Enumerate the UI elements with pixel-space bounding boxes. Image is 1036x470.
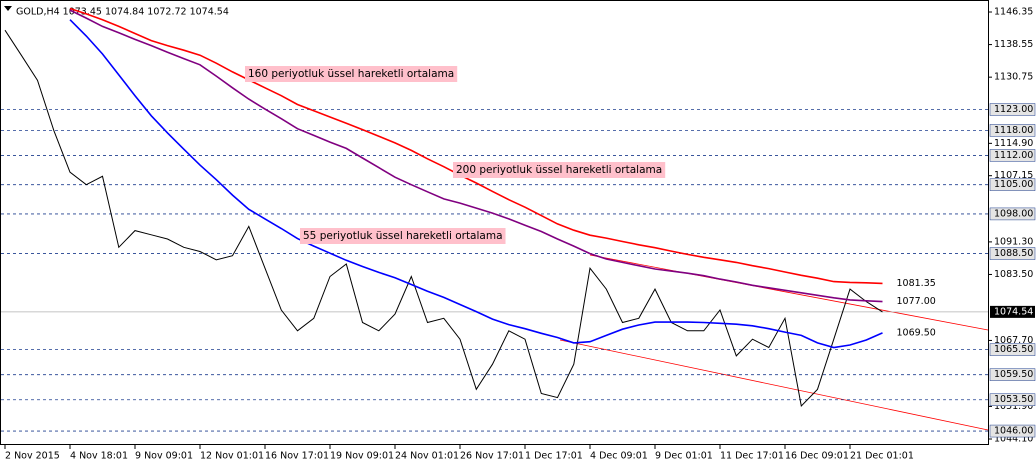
y-tick-label: 1138.55 <box>994 39 1033 50</box>
level-label: 1098.00 <box>994 208 1033 219</box>
moving-average <box>69 7 883 285</box>
level-label: 1088.50 <box>994 248 1033 259</box>
level-label-box <box>989 124 1036 137</box>
price-line <box>4 29 883 408</box>
annotation-box <box>453 162 666 178</box>
moving-average <box>69 9 883 303</box>
x-tick-label: 4 Nov 18:01 <box>70 451 128 462</box>
level-label-box <box>989 247 1036 260</box>
ma-end-label: 1081.35 <box>897 278 936 289</box>
level-label-box <box>989 343 1036 356</box>
y-tick-label: 1091.30 <box>994 236 1033 247</box>
x-tick-label: 4 Dec 09:01 <box>590 451 648 462</box>
x-tick-label: 21 Dec 01:01 <box>850 451 914 462</box>
level-label-box <box>989 178 1036 191</box>
annotation: 200 periyotluk üssel hareketli ortalama <box>456 164 662 176</box>
x-tick-label: 12 Nov 01:01 <box>200 451 264 462</box>
y-tick-label: 1130.75 <box>994 72 1033 83</box>
level-label: 1059.50 <box>994 369 1033 380</box>
x-tick-label: 16 Dec 09:01 <box>785 451 849 462</box>
x-tick-label: 19 Nov 09:01 <box>330 451 394 462</box>
y-tick-label: 1083.50 <box>994 269 1033 280</box>
level-label: 1053.50 <box>994 394 1033 405</box>
x-tick-label: 2 Nov 2015 <box>5 451 60 462</box>
level-label-box <box>989 207 1036 221</box>
annotation: 160 periyotluk üssel hareketli ortalama <box>248 68 454 80</box>
y-tick-label: 1044.10 <box>994 433 1033 444</box>
level-label: 1046.00 <box>994 426 1033 437</box>
level-label-box <box>989 103 1036 116</box>
y-tick-label: 1067.70 <box>994 335 1033 346</box>
x-tick-label: 24 Nov 01:01 <box>395 451 459 462</box>
x-tick-label: 1 Dec 17:01 <box>525 451 583 462</box>
level-label-box <box>989 149 1036 162</box>
x-tick-label: 16 Nov 17:01 <box>265 451 329 462</box>
y-tick-label: 1146.35 <box>994 7 1033 18</box>
trend-line <box>559 339 989 431</box>
current-price-box <box>990 305 1035 318</box>
level-label-box <box>989 424 1036 438</box>
moving-average <box>69 19 883 349</box>
level-label-box <box>989 393 1036 406</box>
level-label: 1105.00 <box>994 179 1033 190</box>
x-tick-label: 9 Dec 01:01 <box>655 451 713 462</box>
chart-title: GOLD,H4 1073.45 1074.84 1072.72 1074.54 <box>16 7 229 18</box>
level-label-box <box>989 368 1036 381</box>
menu-triangle <box>4 6 12 11</box>
x-tick-label: 9 Nov 09:01 <box>135 451 193 462</box>
y-tick-label: 1107.15 <box>994 170 1033 181</box>
level-label: 1123.00 <box>994 104 1033 115</box>
annotation-box <box>245 66 458 82</box>
plot-frame <box>0 0 989 445</box>
ma-end-label: 1077.00 <box>897 296 936 307</box>
level-label: 1112.00 <box>994 150 1033 161</box>
annotation: 55 periyotluk üssel hareketli ortalama <box>303 230 503 242</box>
y-tick-label: 1051.90 <box>994 401 1033 412</box>
level-label: 1065.50 <box>994 344 1033 355</box>
trend-line <box>589 254 989 331</box>
level-label: 1118.00 <box>994 125 1033 136</box>
y-tick-label: 1114.90 <box>994 138 1033 149</box>
current-price-label: 1074.54 <box>994 306 1033 317</box>
x-tick-label: 11 Dec 17:01 <box>720 451 784 462</box>
annotation-box <box>300 228 506 244</box>
x-tick-label: 26 Nov 17:01 <box>460 451 524 462</box>
ma-end-label: 1069.50 <box>897 327 936 338</box>
